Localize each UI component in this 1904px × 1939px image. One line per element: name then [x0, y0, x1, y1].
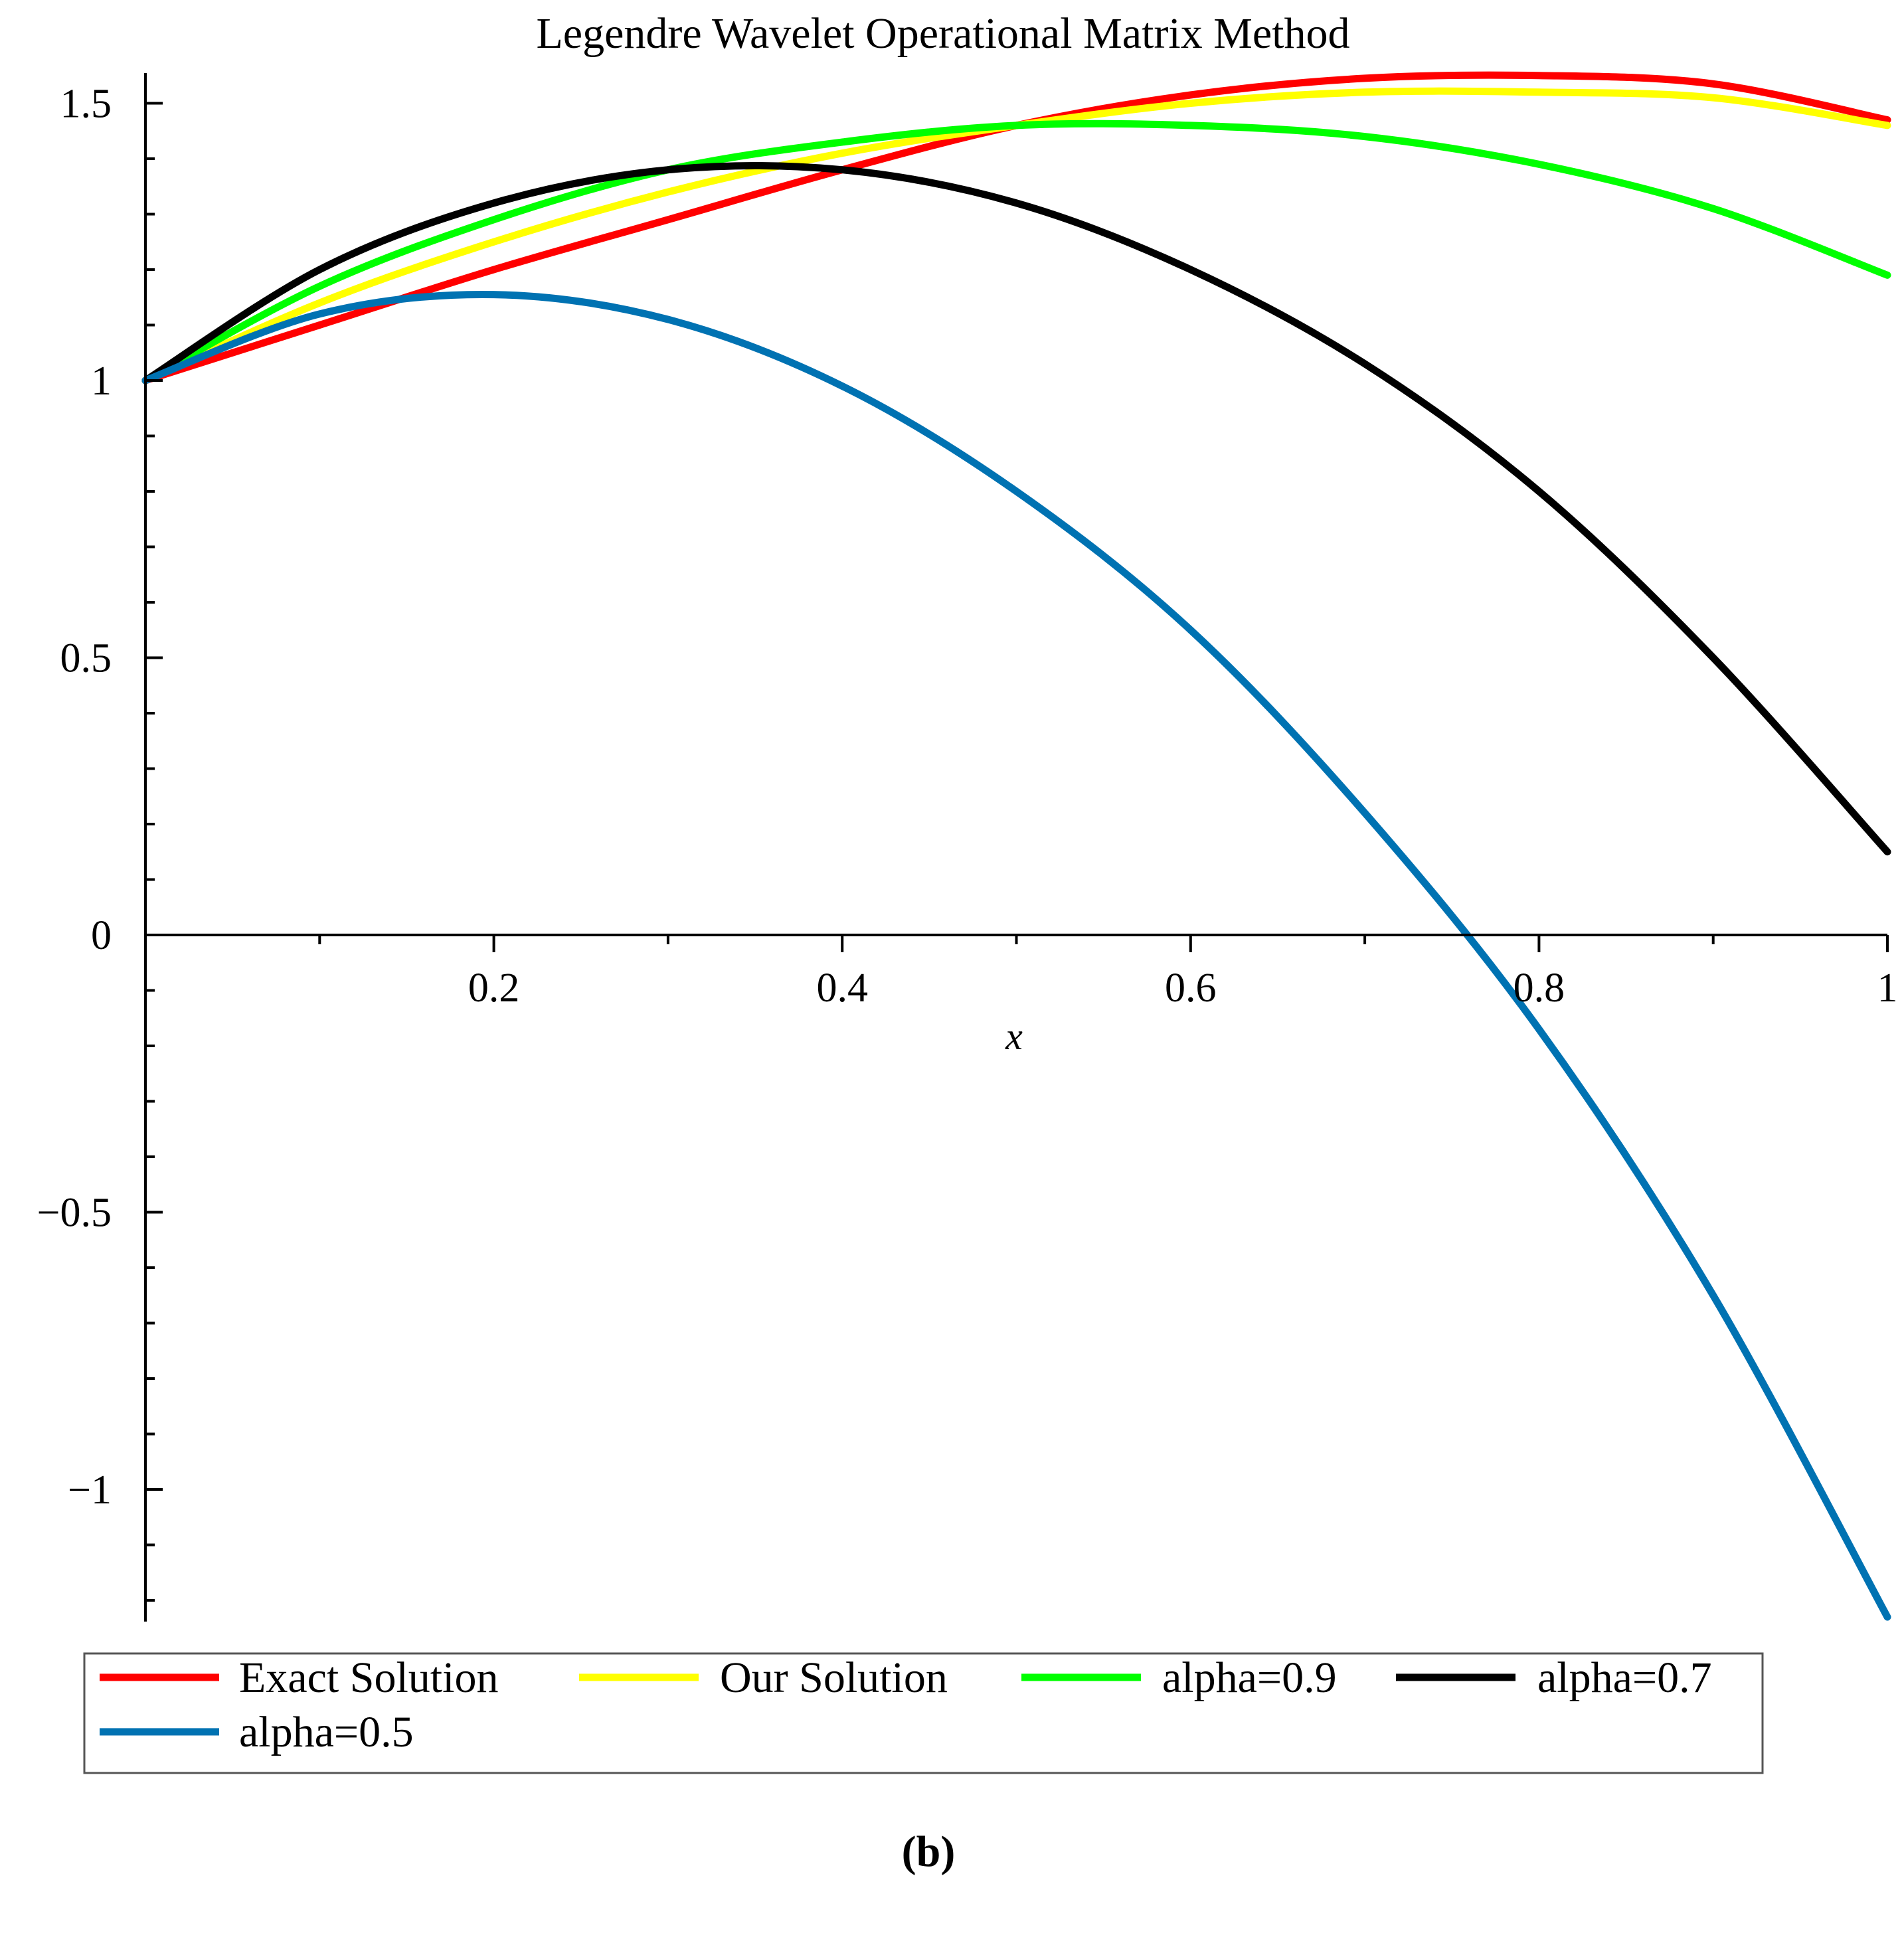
x-axis-label: x — [1005, 1015, 1023, 1058]
legend-item: Our Solution — [579, 1653, 948, 1702]
legend: Exact Solution Our Solution alpha=0.9 alpha… — [83, 1652, 1764, 1774]
legend-label: alpha=0.7 — [1537, 1653, 1712, 1702]
figure-caption: (b) — [902, 1827, 956, 1876]
y-tick-label: 1.5 — [60, 82, 112, 127]
series-line-alpha-0-5 — [141, 290, 1891, 1621]
x-tick-label: 0.6 — [1165, 966, 1217, 1011]
x-tick-label: 0.2 — [468, 966, 520, 1011]
series-line-alpha-0-7 — [141, 161, 1891, 856]
legend-frame — [83, 1652, 1764, 1774]
series-line-alpha-0-9 — [141, 120, 1891, 384]
x-tick-label: 0.8 — [1514, 966, 1565, 1011]
series-layer — [141, 71, 1891, 1621]
legend-item: alpha=0.7 — [1396, 1653, 1712, 1702]
y-tick-label: −0.5 — [37, 1191, 112, 1236]
x-tick-label: 0.4 — [816, 966, 868, 1011]
legend-label: alpha=0.5 — [239, 1708, 414, 1756]
legend-item: alpha=0.9 — [1021, 1653, 1337, 1702]
legend-label: Exact Solution — [239, 1653, 498, 1702]
y-tick-label: 0 — [91, 913, 112, 958]
x-tick-label: 1 — [1877, 966, 1898, 1011]
legend-label: Our Solution — [720, 1653, 948, 1702]
legend-item: alpha=0.5 — [100, 1708, 414, 1756]
y-tick-label: −1 — [68, 1468, 112, 1513]
legend-item: Exact Solution — [100, 1653, 498, 1702]
axes-layer: 0.2 0.4 0.6 0.8 1 −1 −0.5 0 0.5 1 1.5 — [37, 73, 1898, 1622]
legend-label: alpha=0.9 — [1162, 1653, 1337, 1702]
y-tick-label: 0.5 — [60, 636, 112, 681]
chart-title: Legendre Wavelet Operational Matrix Meth… — [536, 9, 1349, 58]
y-tick-label: 1 — [91, 359, 112, 404]
series-line-our-solution — [141, 87, 1891, 384]
